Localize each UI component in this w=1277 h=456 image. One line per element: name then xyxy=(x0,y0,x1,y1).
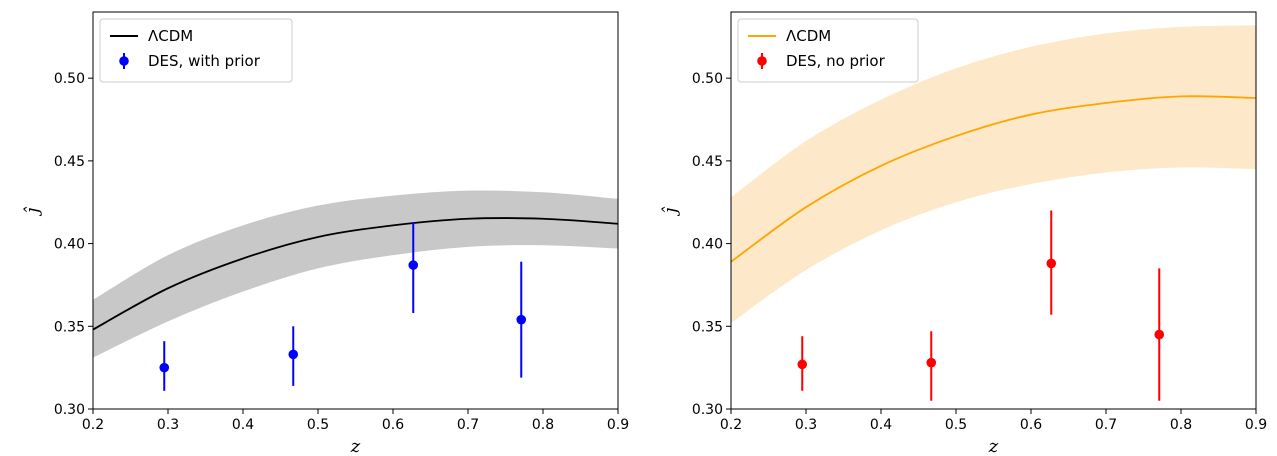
x-tick-label: 0.5 xyxy=(307,417,329,433)
y-tick-label: 0.45 xyxy=(54,154,85,170)
model-line xyxy=(730,95,1257,263)
x-tick-label: 0.7 xyxy=(1095,417,1117,433)
model-confidence-band xyxy=(93,190,618,358)
x-tick-label: 0.2 xyxy=(720,417,742,433)
model-confidence-band xyxy=(731,25,1256,323)
y-tick-label: 0.40 xyxy=(692,237,723,253)
axes-frame xyxy=(92,11,619,410)
x-axis-label: z xyxy=(988,436,999,456)
legend-label-data: DES, with prior xyxy=(148,52,261,70)
x-tick-label: 0.9 xyxy=(607,417,629,433)
left-panel: 0.2 0.3 0.4 0.5 0.6 0.7 0.8 0.9 0.30 0.35 0.40 0.45… xyxy=(22,11,629,456)
x-tick-label: 0.9 xyxy=(1245,417,1267,433)
x-tick-label: 0.8 xyxy=(1170,417,1192,433)
right-panel: 0.2 0.3 0.4 0.5 0.6 0.7 0.8 0.9 0.30 0.35 0.40 0.45… xyxy=(660,11,1267,456)
y-tick-label: 0.35 xyxy=(692,319,723,335)
x-tick-label: 0.6 xyxy=(1020,417,1042,433)
data-point xyxy=(1154,329,1165,340)
data-point xyxy=(159,362,170,373)
x-tick-label: 0.2 xyxy=(82,417,104,433)
x-tick-label: 0.5 xyxy=(945,417,967,433)
x-tick-label: 0.3 xyxy=(157,417,179,433)
legend-label-data: DES, no prior xyxy=(786,52,886,70)
legend-label-model: ΛCDM xyxy=(148,27,193,45)
legend-marker-swatch xyxy=(757,56,767,66)
legend-label-model: ΛCDM xyxy=(786,27,831,45)
y-tick-label: 0.30 xyxy=(692,402,723,418)
x-tick-label: 0.8 xyxy=(532,417,554,433)
legend-box xyxy=(737,18,919,83)
axes-frame xyxy=(730,11,1257,410)
x-tick-label: 0.4 xyxy=(870,417,892,433)
y-tick-label: 0.50 xyxy=(692,71,723,87)
y-axis-label: ĵ xyxy=(660,206,681,216)
y-tick-label: 0.30 xyxy=(54,402,85,418)
x-axis-label: z xyxy=(350,436,361,456)
data-point xyxy=(288,349,299,360)
model-line xyxy=(92,217,619,331)
data-point xyxy=(797,359,808,370)
y-tick-label: 0.45 xyxy=(692,154,723,170)
data-point xyxy=(926,357,937,368)
x-tick-label: 0.4 xyxy=(232,417,254,433)
legend-box xyxy=(99,18,293,83)
y-tick-label: 0.35 xyxy=(54,319,85,335)
x-tick-label: 0.3 xyxy=(795,417,817,433)
y-axis-label: ĵ xyxy=(22,206,43,216)
x-tick-label: 0.7 xyxy=(457,417,479,433)
x-tick-label: 0.6 xyxy=(382,417,404,433)
data-point xyxy=(408,260,419,270)
legend-marker-swatch xyxy=(119,56,129,66)
y-tick-label: 0.50 xyxy=(54,71,85,87)
data-point xyxy=(1046,258,1057,269)
data-point xyxy=(516,314,527,325)
y-tick-label: 0.40 xyxy=(54,237,85,253)
